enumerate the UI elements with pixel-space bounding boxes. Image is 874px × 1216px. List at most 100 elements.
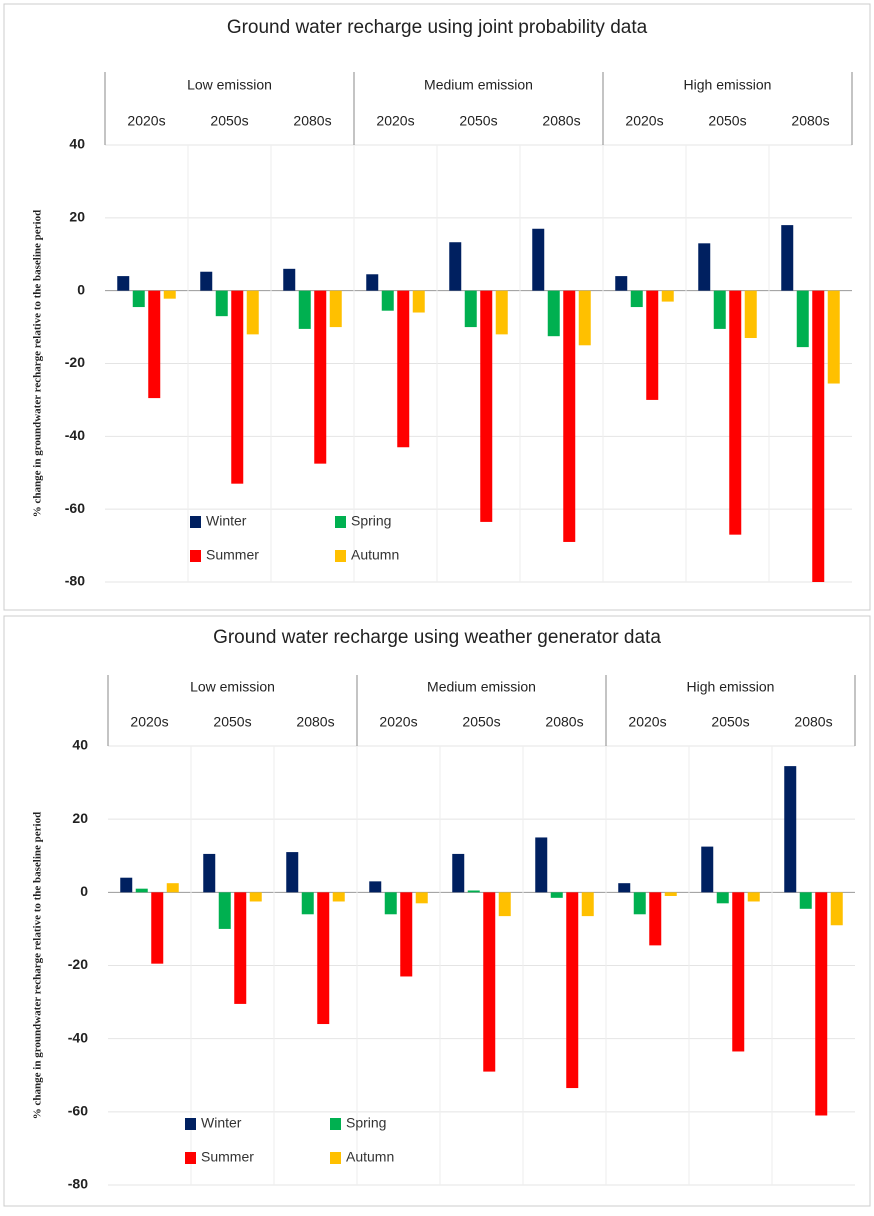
chart-title: Ground water recharge using joint probab… [227,17,648,38]
bar [649,892,662,946]
bar [120,877,133,893]
bar [203,853,216,893]
x-tick-label: 2080s [794,714,832,730]
bar [412,290,425,313]
bar [166,883,179,893]
x-tick-label: 2080s [296,714,334,730]
bar [747,892,760,902]
legend-swatch [335,550,346,562]
bar [630,290,643,308]
bar [578,290,591,346]
bar [781,225,794,291]
legend-swatch [190,550,201,562]
legend-swatch [185,1118,196,1130]
bar [784,766,797,893]
bar [815,892,828,1116]
bar [464,290,477,328]
legend-label: Winter [201,1115,242,1131]
bar [646,290,659,400]
bar [615,276,628,291]
x-tick-label: 2050s [711,714,749,730]
bar [135,888,148,893]
y-tick-label: 0 [80,883,88,899]
y-axis-label: % change in groundwater recharge relativ… [32,210,44,517]
bar [246,290,259,335]
x-tick-label: 2020s [625,113,663,129]
bar [301,892,314,915]
y-tick-label: -20 [65,354,85,370]
x-tick-label: 2020s [379,714,417,730]
group-label: Medium emission [424,77,533,93]
legend-label: Summer [206,547,259,563]
bar [581,892,594,917]
x-tick-label: 2080s [542,113,580,129]
bar [732,892,745,1052]
bar [467,890,480,893]
bar [400,892,413,977]
x-tick-label: 2050s [210,113,248,129]
group-label: Medium emission [427,679,536,695]
bar [799,892,812,909]
bar [151,892,164,964]
x-tick-label: 2050s [462,714,500,730]
legend-label: Spring [351,513,391,529]
bar [200,271,213,291]
y-tick-label: -60 [68,1103,88,1119]
x-tick-label: 2020s [376,113,414,129]
bar [384,892,397,915]
bar [661,290,674,302]
x-tick-label: 2020s [130,714,168,730]
y-axis-label: % change in groundwater recharge relativ… [32,812,44,1119]
bar [215,290,228,317]
y-tick-label: -40 [68,1029,88,1045]
y-tick-label: -60 [65,500,85,516]
bar [716,892,729,904]
bar [449,242,462,291]
bar [701,846,714,893]
x-tick-label: 2050s [708,113,746,129]
bar [633,892,646,915]
bar [483,892,496,1072]
bar [698,243,711,291]
y-tick-label: 40 [72,737,88,753]
legend-label: Winter [206,513,247,529]
bar [729,290,742,535]
x-tick-label: 2050s [213,714,251,730]
bar [713,290,726,329]
y-tick-label: 0 [77,281,85,297]
chart-title: Ground water recharge using weather gene… [213,627,661,648]
x-tick-label: 2020s [628,714,666,730]
bar [563,290,576,542]
bar [286,852,299,893]
y-tick-label: -80 [68,1176,88,1192]
bar [618,883,631,893]
bar [830,892,843,926]
group-label: High emission [687,679,775,695]
bar [664,892,677,896]
bar [796,290,809,348]
x-tick-label: 2080s [545,714,583,730]
bar [369,881,382,893]
x-tick-label: 2050s [459,113,497,129]
bar [163,290,176,299]
bar [231,290,244,484]
bar [298,290,311,329]
x-tick-label: 2020s [127,113,165,129]
bar [283,268,296,291]
y-tick-label: -80 [65,573,85,589]
x-tick-label: 2080s [791,113,829,129]
bar [397,290,410,448]
legend-swatch [190,516,201,528]
x-tick-label: 2080s [293,113,331,129]
group-label: Low emission [190,679,275,695]
bar [148,290,161,399]
bar [381,290,394,311]
bar [117,276,130,291]
bar [480,290,493,522]
legend-swatch [335,516,346,528]
bar [249,892,262,902]
bar [329,290,342,328]
y-tick-label: 20 [72,810,88,826]
